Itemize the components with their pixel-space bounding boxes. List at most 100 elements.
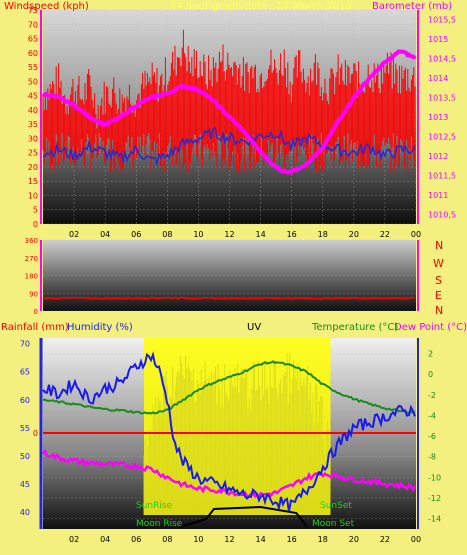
dew-point-series bbox=[41, 448, 417, 498]
sunrise-label: SunRise bbox=[136, 501, 173, 511]
wind-tick-label: 55 bbox=[28, 63, 38, 72]
temperature-tick-label: -6 bbox=[428, 432, 436, 441]
time-tick-label: 14 bbox=[255, 230, 265, 239]
time-tick-label: 20 bbox=[349, 230, 359, 239]
time-tick-label: 16 bbox=[287, 535, 297, 544]
moon-altitude-series bbox=[179, 505, 308, 528]
barometer-tick-label: 1014 bbox=[428, 74, 448, 83]
wind-gust-series bbox=[42, 29, 416, 173]
time-tick-label: 10 bbox=[193, 535, 203, 544]
wind-tick-label: 15 bbox=[28, 177, 38, 186]
time-tick-label: 16 bbox=[287, 230, 297, 239]
graph-title: 24 hour graph date : 17 March 2018 bbox=[170, 1, 352, 12]
temperature-tick-label: -12 bbox=[428, 494, 441, 503]
barometer-tick-label: 1015 bbox=[428, 35, 448, 44]
direction-label-n-top: N bbox=[435, 239, 443, 252]
time-tick-label: 04 bbox=[100, 230, 110, 239]
wind-tick-label: 0 bbox=[33, 220, 38, 229]
direction-label-e: E bbox=[435, 289, 442, 302]
uv-series bbox=[143, 353, 331, 515]
time-tick-label: 00 bbox=[411, 535, 421, 544]
time-tick-label: 12 bbox=[224, 230, 234, 239]
temperature-tick-label: -8 bbox=[428, 453, 436, 462]
barometer-tick-label: 1011,5 bbox=[428, 171, 456, 180]
barometer-series bbox=[41, 49, 417, 175]
humidity-tick-label: 50 bbox=[20, 452, 30, 461]
barometer-label: Barometer (mb) bbox=[372, 1, 452, 12]
time-tick-label: 06 bbox=[131, 535, 141, 544]
time-tick-label: 08 bbox=[162, 535, 172, 544]
barometer-tick-label: 1012 bbox=[428, 152, 448, 161]
direction-tick-label: 180 bbox=[25, 273, 38, 281]
average-wind-series bbox=[42, 126, 416, 167]
direction-tick-label: 270 bbox=[25, 255, 38, 263]
barometer-tick-label: 1013 bbox=[428, 113, 448, 122]
temperature-series bbox=[42, 360, 416, 415]
direction-label-n-bottom: N bbox=[435, 304, 443, 317]
humidity-tick-label: 45 bbox=[20, 480, 30, 489]
time-tick-label: 14 bbox=[255, 535, 265, 544]
wind-tick-label: 25 bbox=[28, 149, 38, 158]
time-tick-label: 22 bbox=[380, 230, 390, 239]
humidity-tick-label: 55 bbox=[20, 424, 30, 433]
time-tick-label: 20 bbox=[349, 535, 359, 544]
barometer-tick-label: 1015,5 bbox=[428, 16, 456, 25]
rainfall-label: Rainfall (mm) bbox=[1, 322, 69, 333]
wind-tick-label: 45 bbox=[28, 92, 38, 101]
dew-point-label: Dew Point (°C) bbox=[394, 322, 467, 333]
time-tick-label: 02 bbox=[69, 535, 79, 544]
wind-tick-label: 75 bbox=[28, 6, 38, 15]
wind-tick-label: 30 bbox=[28, 134, 38, 143]
humidity-tick-label: 60 bbox=[20, 396, 30, 405]
wind-tick-label: 20 bbox=[28, 163, 38, 172]
time-tick-label: 00 bbox=[411, 230, 421, 239]
direction-label-s: S bbox=[435, 274, 442, 287]
barometer-tick-label: 1012,5 bbox=[428, 132, 456, 141]
uv-label: UV bbox=[247, 322, 261, 333]
sunset-label: SunSet bbox=[320, 501, 352, 511]
temperature-tick-label: 0 bbox=[428, 370, 433, 379]
humidity-tick-label: 70 bbox=[20, 340, 30, 349]
barometer-tick-label: 1013,5 bbox=[428, 94, 456, 103]
wind-tick-label: 35 bbox=[28, 120, 38, 129]
time-tick-label: 22 bbox=[380, 535, 390, 544]
wind-tick-label: 40 bbox=[28, 106, 38, 115]
direction-tick-label: 360 bbox=[25, 237, 38, 245]
wind-tick-label: 10 bbox=[28, 191, 38, 200]
time-tick-label: 12 bbox=[224, 535, 234, 544]
barometer-tick-label: 1010,5 bbox=[428, 210, 456, 219]
humidity-label: Humidity (%) bbox=[67, 322, 133, 333]
temperature-tick-label: -2 bbox=[428, 391, 436, 400]
direction-label-w: W bbox=[433, 257, 444, 270]
moonrise-label: Moon Rise bbox=[136, 519, 183, 529]
humidity-tick-label: 40 bbox=[20, 508, 30, 517]
temperature-tick-label: 2 bbox=[428, 349, 433, 358]
time-tick-label: 18 bbox=[318, 535, 328, 544]
wind-tick-label: 5 bbox=[33, 206, 38, 215]
rainfall-tick-label: 0 bbox=[33, 429, 38, 438]
time-tick-label: 10 bbox=[193, 230, 203, 239]
time-tick-label: 18 bbox=[318, 230, 328, 239]
time-tick-label: 04 bbox=[100, 535, 110, 544]
time-tick-label: 06 bbox=[131, 230, 141, 239]
temperature-tick-label: -4 bbox=[428, 411, 436, 420]
direction-tick-label: 0 bbox=[34, 308, 38, 316]
wind-tick-label: 50 bbox=[28, 77, 38, 86]
barometer-tick-label: 1011 bbox=[428, 191, 448, 200]
windspeed-label: Windspeed (kph) bbox=[4, 1, 89, 12]
time-tick-label: 02 bbox=[69, 230, 79, 239]
wind-tick-label: 60 bbox=[28, 49, 38, 58]
wind-direction-series bbox=[42, 296, 416, 300]
temperature-label: Temperature (°C) bbox=[311, 322, 398, 333]
barometer-tick-label: 1014,5 bbox=[428, 55, 456, 64]
humidity-series bbox=[42, 351, 416, 512]
time-tick-label: 08 bbox=[162, 230, 172, 239]
wind-tick-label: 70 bbox=[28, 20, 38, 29]
wind-tick-label: 65 bbox=[28, 35, 38, 44]
temperature-tick-label: -14 bbox=[428, 515, 441, 524]
moonset-label: Moon Set bbox=[312, 519, 355, 529]
direction-tick-label: 90 bbox=[29, 290, 38, 298]
humidity-tick-label: 65 bbox=[20, 368, 30, 377]
